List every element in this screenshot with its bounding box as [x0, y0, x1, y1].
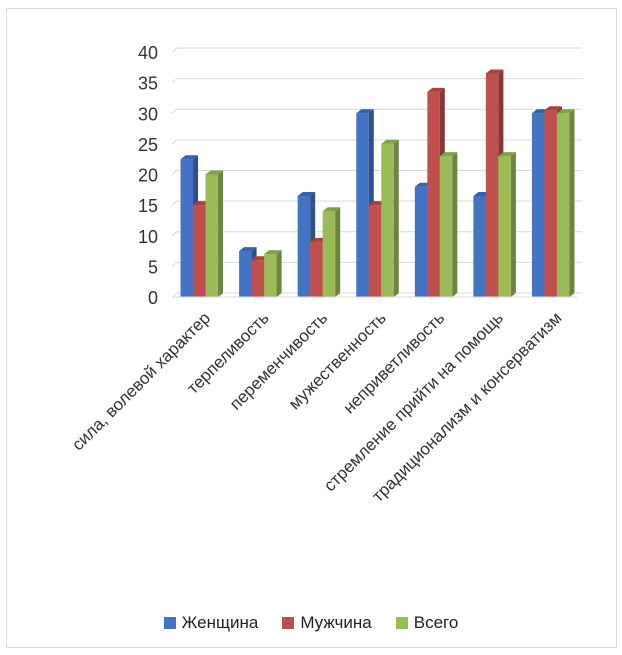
bar: [322, 211, 336, 297]
legend-label-women: Женщина: [181, 613, 259, 632]
bar-top: [381, 139, 399, 144]
bar-top: [205, 170, 224, 175]
x-tick-label: переменчивость: [226, 308, 331, 413]
legend-swatch-women: [163, 617, 176, 629]
y-tick-label: 30: [138, 104, 158, 124]
bar: [356, 113, 369, 297]
legend-item-women: Женщина: [163, 613, 259, 633]
x-tick-label: неприветливость: [340, 308, 449, 417]
bar-top: [297, 191, 316, 196]
gridline-foot: [171, 200, 178, 206]
bar: [427, 91, 440, 297]
chart-frame: [6, 8, 617, 648]
y-tick-label: 25: [138, 135, 158, 155]
bar: [180, 159, 194, 297]
bar: [381, 143, 394, 297]
bar-top: [264, 250, 282, 255]
bar: [205, 174, 219, 297]
bar: [439, 156, 453, 297]
legend-swatch-total: [395, 617, 408, 629]
gridline-foot: [171, 139, 178, 145]
y-tick-label: 0: [148, 288, 158, 308]
y-tick-label: 5: [148, 257, 158, 277]
bar-top: [498, 152, 516, 157]
bar-top: [485, 69, 504, 74]
bar-side: [510, 152, 516, 297]
bar: [556, 113, 570, 297]
x-tick-label: мужественность: [285, 308, 390, 413]
bar: [368, 205, 382, 297]
bar-top: [356, 109, 374, 114]
legend-swatch-men: [282, 617, 295, 629]
bar: [485, 73, 499, 297]
bar-top: [180, 155, 199, 160]
bar-side: [276, 250, 282, 297]
y-tick-label: 20: [138, 166, 158, 186]
bar: [544, 110, 557, 297]
bar-top: [239, 247, 257, 252]
bar: [498, 156, 511, 297]
gridline-foot: [171, 231, 178, 237]
bar: [414, 186, 428, 297]
legend-label-total: Всего: [413, 613, 459, 632]
gridline-foot: [171, 170, 178, 175]
bar: [297, 195, 311, 297]
bar-side: [569, 109, 575, 297]
bar-side: [218, 170, 224, 297]
bar: [239, 251, 252, 297]
bar-top: [556, 109, 575, 114]
gridline-foot: [171, 108, 178, 114]
y-tick-label: 15: [138, 196, 158, 216]
bar-top: [322, 207, 341, 212]
gridline-foot: [171, 78, 178, 84]
bar: [193, 205, 206, 297]
bar-top: [439, 152, 458, 157]
bar: [473, 195, 486, 297]
bar-top: [427, 87, 445, 92]
bar: [264, 254, 277, 297]
bar: [310, 241, 323, 297]
chart-legend: Женщина Мужчина Всего: [0, 610, 622, 636]
y-tick-label: 35: [138, 74, 158, 94]
gridline-foot: [171, 292, 178, 298]
y-tick-label: 10: [138, 227, 158, 247]
gridline-foot: [171, 261, 178, 267]
legend-label-men: Мужчина: [300, 613, 372, 632]
bar: [531, 113, 545, 297]
bar-side: [452, 152, 458, 297]
bar-side: [335, 207, 341, 297]
bar-side: [393, 139, 399, 297]
legend-item-men: Мужчина: [282, 613, 372, 633]
y-tick-label: 40: [138, 43, 158, 63]
gridline-foot: [171, 47, 178, 53]
bar: [251, 260, 265, 297]
bar-top: [544, 106, 562, 111]
legend-item-total: Всего: [395, 613, 459, 633]
